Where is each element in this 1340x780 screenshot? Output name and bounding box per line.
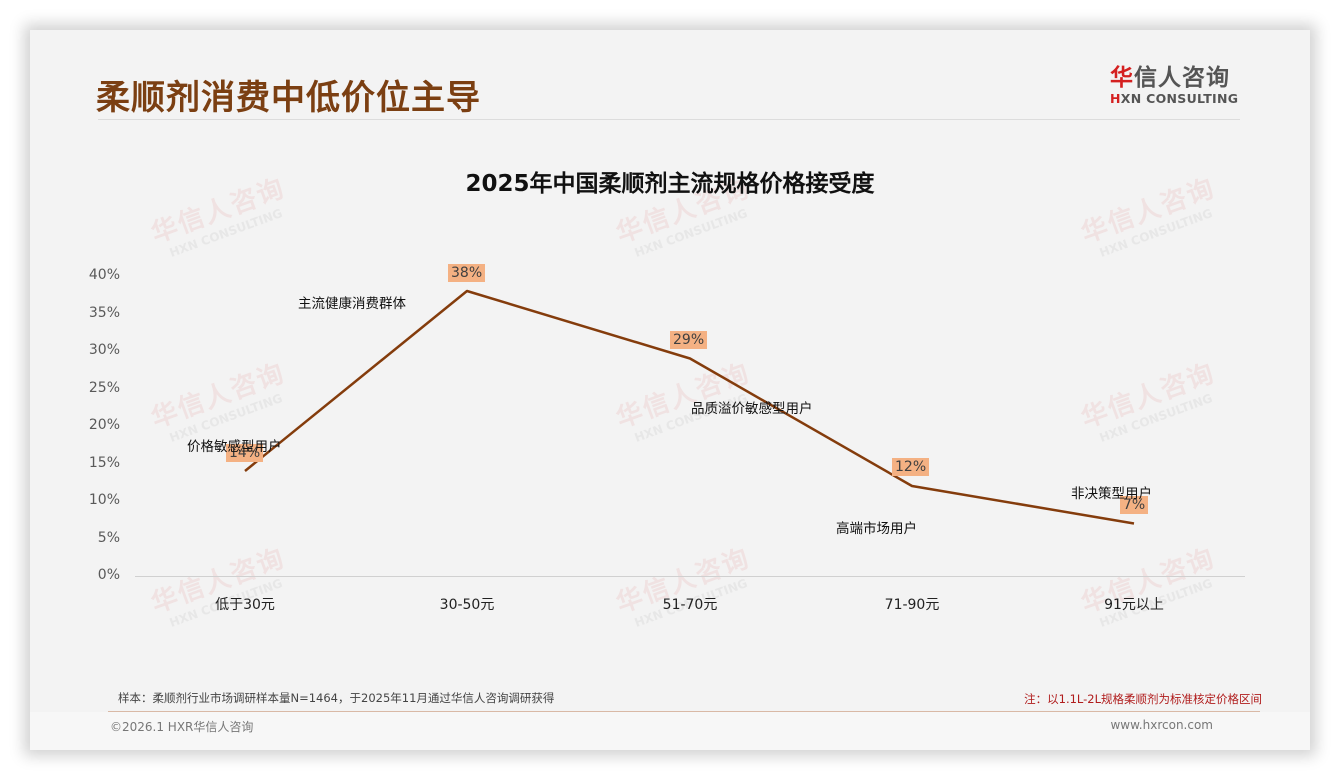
logo-cn-text: 信人咨询 [1134, 65, 1230, 91]
sample-note: 样本：柔顺剂行业市场调研样本量N=1464，于2025年11月通过华信人咨询调研… [118, 691, 555, 705]
y-tick-label: 10% [88, 492, 120, 508]
page-title: 柔顺剂消费中低价位主导 [96, 78, 481, 118]
x-tick-label: 71-90元 [884, 597, 940, 613]
y-tick-label: 15% [88, 455, 120, 471]
footer-bar [30, 712, 1310, 750]
x-axis-line [135, 576, 1245, 577]
segment-annotation: 品质溢价敏感型用户 [691, 401, 813, 417]
segment-annotation: 高端市场用户 [836, 521, 917, 537]
logo-en-text: XN CONSULTING [1120, 91, 1239, 106]
y-tick-label: 40% [88, 267, 120, 283]
y-tick-label: 25% [88, 380, 120, 396]
data-label: 7% [1120, 496, 1149, 514]
x-tick-label: 91元以上 [1104, 597, 1164, 613]
data-label: 12% [892, 458, 930, 476]
price-range-note: 注：以1.1L-2L规格柔顺剂为标准核定价格区间 [1024, 692, 1262, 706]
data-label: 29% [670, 331, 708, 349]
y-tick-label: 5% [97, 530, 120, 546]
logo-cn-accent: 华 [1110, 65, 1134, 91]
chart-title: 2025年中国柔顺剂主流规格价格接受度 [465, 171, 875, 197]
y-tick-label: 30% [88, 342, 120, 358]
data-label: 14% [226, 444, 264, 462]
footer-divider [108, 711, 1260, 712]
data-label: 38% [448, 264, 486, 282]
copyright: ©2026.1 HXR华信人咨询 [110, 720, 254, 734]
brand-logo: 华信人咨询 HXN CONSULTING [1110, 64, 1240, 106]
line-series [244, 289, 1135, 525]
logo-english: HXN CONSULTING [1110, 92, 1240, 106]
y-tick-label: 0% [97, 567, 120, 583]
title-divider [98, 119, 1240, 120]
segment-annotation: 非决策型用户 [1071, 486, 1152, 502]
x-tick-label: 30-50元 [439, 597, 495, 613]
logo-en-accent: H [1110, 91, 1121, 106]
logo-chinese: 华信人咨询 [1110, 64, 1240, 92]
website-link[interactable]: www.hxrcon.com [1110, 718, 1213, 732]
segment-annotation: 价格敏感型用户 [187, 439, 282, 455]
segment-annotation: 主流健康消费群体 [298, 296, 406, 312]
x-tick-label: 51-70元 [662, 597, 718, 613]
x-tick-label: 低于30元 [215, 597, 275, 613]
y-tick-label: 20% [88, 417, 120, 433]
y-tick-label: 35% [88, 305, 120, 321]
slide: 柔顺剂消费中低价位主导 华信人咨询 HXN CONSULTING 华信人咨询 HX… [30, 30, 1310, 750]
